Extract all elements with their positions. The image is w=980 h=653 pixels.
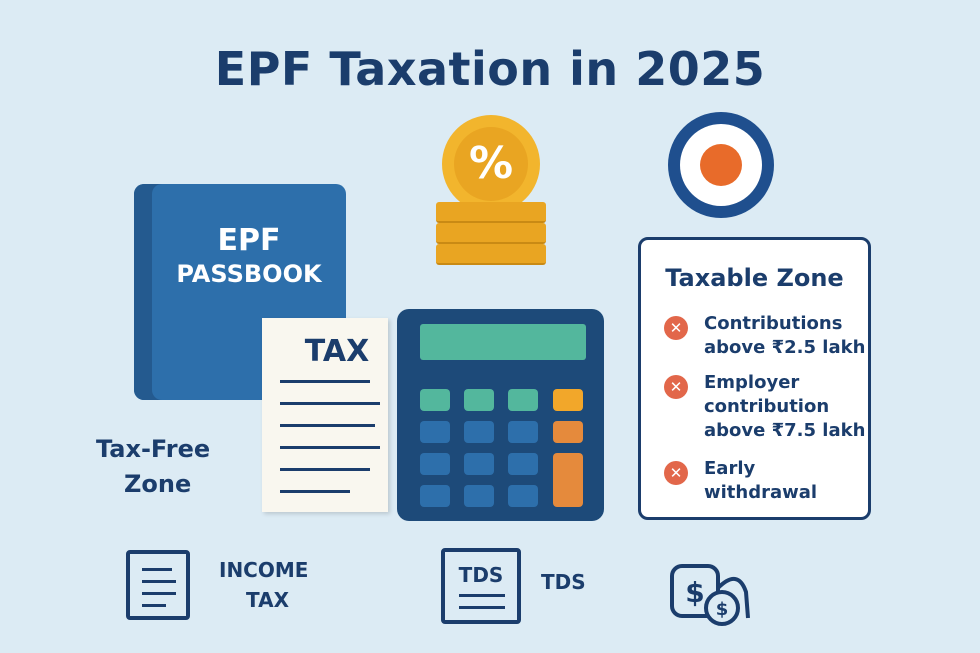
calculator-key xyxy=(553,453,583,507)
x-icon: ✕ xyxy=(664,375,688,399)
document-line xyxy=(142,580,176,583)
page-title: EPF Taxation in 2025 xyxy=(214,42,766,96)
calculator-key xyxy=(420,421,450,443)
calculator-key xyxy=(508,389,538,411)
document-line xyxy=(459,606,505,609)
x-icon: ✕ xyxy=(664,461,688,485)
seal-emblem xyxy=(700,144,742,186)
document-line xyxy=(280,446,380,449)
money-bag-icon: $ $ xyxy=(670,564,750,626)
svg-text:$: $ xyxy=(716,599,729,620)
svg-text:$: $ xyxy=(685,576,704,609)
calculator-key xyxy=(508,453,538,475)
passbook-title: EPF xyxy=(217,223,281,258)
taxable-item-text: contribution xyxy=(704,396,830,417)
taxable-item: Contributions above ₹2.5 lakh xyxy=(704,312,865,360)
coin-stack xyxy=(436,244,546,265)
document-line xyxy=(142,568,172,571)
taxable-item: Employer contribution above ₹7.5 lakh xyxy=(704,371,865,443)
document-line xyxy=(280,424,375,427)
percent-symbol: % xyxy=(454,127,528,201)
calculator-key xyxy=(553,421,583,443)
calculator-key xyxy=(420,453,450,475)
calculator-screen xyxy=(420,324,586,360)
document-line xyxy=(142,604,166,607)
tds-label: TDS xyxy=(541,570,586,594)
calculator-key xyxy=(464,389,494,411)
tds-document-icon xyxy=(441,548,521,624)
calculator-key xyxy=(553,389,583,411)
income-tax-label: INCOME xyxy=(219,558,309,582)
document-line xyxy=(142,592,176,595)
coin-stack xyxy=(436,202,546,223)
tax-free-zone-label: Tax-Free xyxy=(96,435,211,463)
taxable-zone-title: Taxable Zone xyxy=(665,264,844,292)
document-line xyxy=(459,594,505,597)
taxable-item-text: above ₹2.5 lakh xyxy=(704,337,866,358)
document-line xyxy=(280,402,380,405)
document-line xyxy=(280,468,370,471)
tax-document-label: TAX xyxy=(304,334,370,369)
calculator-key xyxy=(508,485,538,507)
calculator-key xyxy=(464,453,494,475)
taxable-item: Early withdrawal xyxy=(704,457,817,505)
calculator-key xyxy=(464,485,494,507)
taxable-item-text: Contributions xyxy=(704,313,843,334)
calculator-key xyxy=(508,421,538,443)
calculator-key xyxy=(420,485,450,507)
tax-free-zone-label: Zone xyxy=(124,470,192,498)
document-line xyxy=(280,490,350,493)
income-tax-label: TAX xyxy=(246,588,289,612)
tax-document-illustration xyxy=(262,318,388,512)
income-tax-document-icon xyxy=(126,550,190,620)
taxable-item-text: Early xyxy=(704,458,756,479)
tds-icon-label: TDS xyxy=(458,563,504,587)
calculator-key xyxy=(464,421,494,443)
calculator-key xyxy=(420,389,450,411)
taxable-item-text: withdrawal xyxy=(704,482,818,503)
passbook-subtitle: PASSBOOK xyxy=(176,260,322,288)
x-icon: ✕ xyxy=(664,316,688,340)
document-line xyxy=(280,380,370,383)
coin-stack xyxy=(436,223,546,244)
taxable-item-text: above ₹7.5 lakh xyxy=(704,420,866,441)
taxable-item-text: Employer xyxy=(704,372,800,393)
